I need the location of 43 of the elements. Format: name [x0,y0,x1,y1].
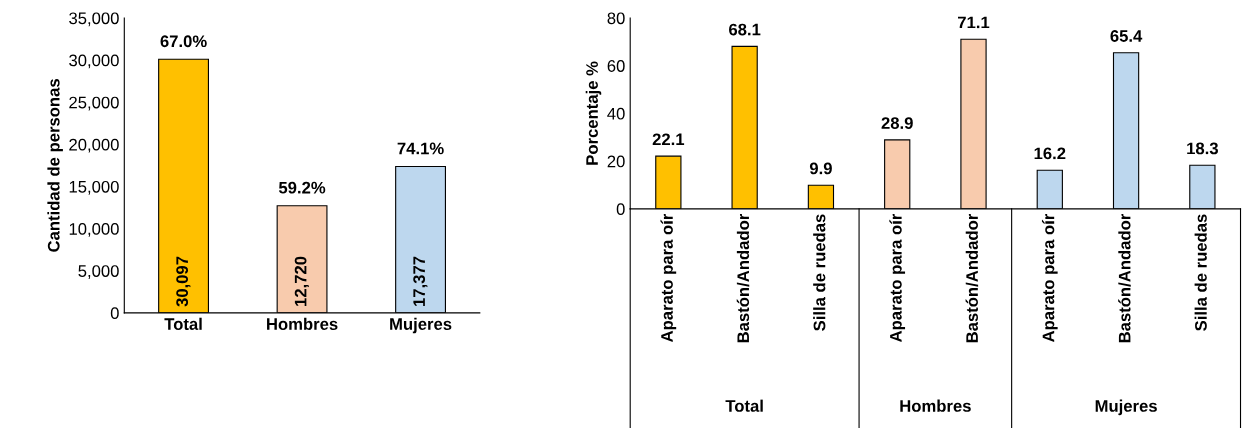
x-tick-label: Bastón/Andador [736,213,750,343]
y-tick-label: 5,000 [78,265,119,279]
data-label: 17,377 [413,256,428,306]
x-tick-label: Aparato para oír [889,213,906,343]
annotation: 67.0% [160,35,207,48]
y-tick-label: 20 [607,155,625,168]
data-label: 12,720 [294,256,309,306]
data-label: 68.1 [729,23,761,36]
data-label: 9.9 [809,162,832,175]
x-tick-label: Silla de ruedas [813,214,826,331]
data-label: 22.1 [652,133,685,146]
y-tick-label: 40 [607,107,625,120]
annotation: 59.2% [278,181,326,194]
text: Hombres [900,399,971,412]
text: Total [725,399,763,412]
text: Mujeres [1095,399,1157,416]
data-label: 65.4 [1110,30,1143,42]
data-label: 71.1 [958,16,990,29]
x-tick-label: Bastón/Andador [1118,213,1131,343]
y-axis-title: Porcentaje % [585,61,602,165]
y-tick-label: 35,000 [69,12,119,27]
y-tick-label: 60 [607,60,625,72]
y-tick-label: 20,000 [69,138,119,153]
x-tick-label: Total [164,317,202,330]
y-axis-title: Cantidad de personas [47,79,63,252]
data-label: 16.2 [1034,147,1066,160]
y-tick-label: 0 [110,307,119,320]
x-tick-label: Mujeres [390,317,452,334]
x-tick-label: Aparato para oír [660,213,677,343]
x-tick-label: Bastón/Andador [965,213,979,343]
data-label: 28.9 [881,117,913,129]
y-tick-label: 0 [616,203,625,216]
y-tick-label: 80 [607,12,625,25]
x-tick-label: Aparato para oír [1041,213,1058,343]
x-tick-label: Hombres [267,317,338,330]
data-label: 18.3 [1187,142,1218,155]
y-tick-label: 10,000 [69,223,119,237]
y-tick-label: 25,000 [69,96,119,111]
annotation: 74.1% [397,142,444,155]
x-tick-label: Silla de ruedas [1194,214,1207,331]
data-label: 30,097 [176,256,191,307]
y-tick-label: 15,000 [69,180,119,195]
y-tick-label: 30,000 [69,54,119,69]
